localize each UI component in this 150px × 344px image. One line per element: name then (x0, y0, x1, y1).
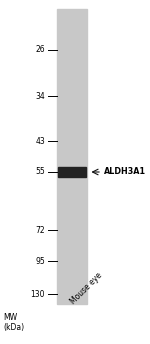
Text: 130: 130 (30, 290, 45, 299)
Text: 72: 72 (35, 226, 45, 235)
Text: 55: 55 (35, 168, 45, 176)
Text: ALDH3A1: ALDH3A1 (103, 168, 146, 176)
Bar (58, 167, 86, 177)
Text: 95: 95 (35, 257, 45, 266)
Text: MW
(kDa): MW (kDa) (3, 313, 24, 332)
Text: 43: 43 (35, 137, 45, 146)
Text: 26: 26 (35, 45, 45, 54)
Text: Mouse eye: Mouse eye (69, 271, 104, 306)
Bar (57, 9, 87, 304)
Text: 34: 34 (35, 92, 45, 101)
